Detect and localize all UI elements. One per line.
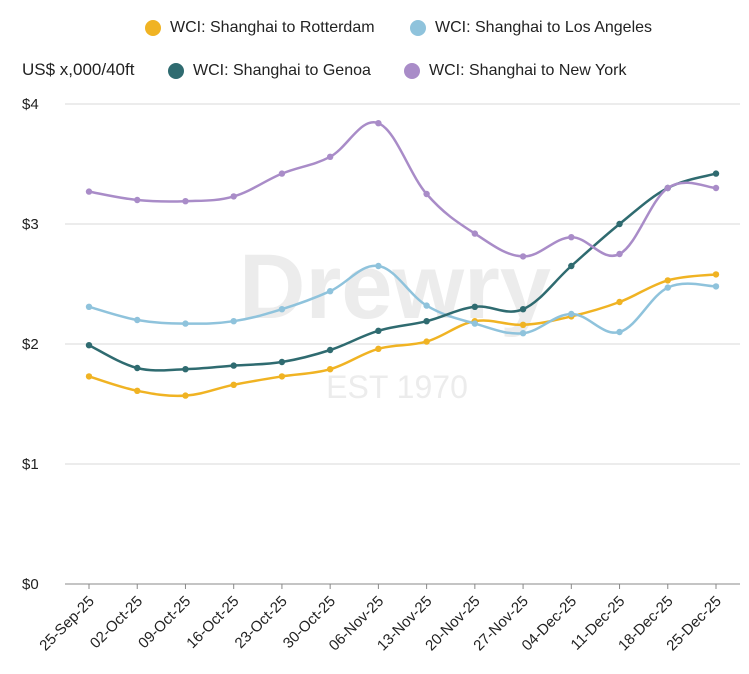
legend-label-new-york: WCI: Shanghai to New York [429, 62, 627, 79]
data-point [423, 338, 430, 345]
data-point [712, 170, 720, 177]
y-tick-label: $2 [22, 336, 39, 353]
legend-item-new-york: WCI: Shanghai to New York [404, 62, 626, 80]
data-point [375, 120, 382, 127]
legend-item-los-angeles: WCI: Shanghai to Los Angeles [410, 19, 652, 37]
data-point [182, 320, 189, 327]
data-point [230, 193, 237, 200]
data-point [616, 298, 623, 306]
legend-label-genoa: WCI: Shanghai to Genoa [193, 62, 371, 79]
data-point [471, 303, 479, 310]
watermark: Drewry EST 1970 [239, 236, 551, 405]
legend-swatch-genoa [168, 63, 184, 79]
data-point [712, 283, 720, 290]
series-line [88, 172, 717, 372]
legend-item-genoa: WCI: Shanghai to Genoa [168, 62, 371, 80]
y-axis-label: US$ x,000/40ft [22, 60, 135, 79]
data-point [568, 310, 575, 318]
data-point [182, 198, 189, 205]
data-point [182, 366, 189, 373]
legend-label-los-angeles: WCI: Shanghai to Los Angeles [435, 19, 653, 36]
data-point [423, 318, 430, 325]
y-tick-label: $3 [22, 216, 39, 233]
data-point [519, 306, 527, 313]
y-tick-label: $0 [22, 576, 39, 593]
legend-item-rotterdam: WCI: Shanghai to Rotterdam [145, 19, 375, 37]
data-point [85, 188, 93, 195]
data-point [423, 302, 430, 309]
series-3 [85, 120, 720, 260]
y-axis: $0 $1 $2 $3 $4 [22, 96, 39, 593]
data-point [471, 230, 479, 237]
y-tick-label: $4 [22, 96, 39, 113]
legend-swatch-los-angeles [410, 20, 426, 36]
data-point [230, 381, 237, 388]
data-point [278, 373, 286, 380]
data-point [278, 306, 286, 313]
data-point [85, 342, 93, 349]
series-line [88, 273, 717, 398]
legend-swatch-rotterdam [145, 20, 161, 36]
data-point [134, 316, 141, 324]
data-point [568, 262, 575, 270]
data-point [616, 220, 623, 228]
x-axis: 25-Sep-2502-Oct-2509-Oct-2516-Oct-2523-O… [36, 584, 725, 654]
data-point [182, 392, 189, 399]
data-point [519, 330, 527, 337]
data-point [85, 373, 93, 380]
series-2 [85, 170, 720, 373]
data-point [230, 362, 237, 369]
series-group [85, 120, 720, 399]
data-point [519, 321, 527, 328]
data-point [375, 345, 382, 352]
data-point [230, 318, 237, 325]
series-1 [85, 262, 720, 337]
legend-swatch-new-york [404, 63, 420, 79]
data-point [568, 234, 575, 241]
data-point [134, 196, 141, 204]
data-point [712, 184, 720, 192]
data-point [134, 364, 141, 372]
data-point [375, 327, 382, 334]
data-point [326, 346, 334, 354]
data-point [278, 170, 286, 177]
data-point [278, 358, 286, 366]
data-point [519, 253, 527, 260]
data-point [664, 184, 671, 192]
x-tick-label: 25-Sep-25 [36, 593, 98, 655]
data-point [134, 387, 141, 394]
data-point [616, 328, 623, 336]
data-point [326, 288, 334, 295]
data-point [423, 190, 430, 198]
data-point [664, 277, 671, 284]
data-point [664, 284, 671, 291]
y-tick-label: $1 [22, 456, 39, 473]
data-point [326, 366, 334, 373]
watermark-est: EST 1970 [326, 369, 468, 405]
data-point [326, 153, 334, 160]
legend-label-rotterdam: WCI: Shanghai to Rotterdam [170, 19, 375, 36]
data-point [616, 250, 623, 258]
data-point [85, 303, 93, 310]
data-point [375, 262, 382, 270]
data-point [471, 320, 479, 327]
data-point [712, 271, 720, 278]
